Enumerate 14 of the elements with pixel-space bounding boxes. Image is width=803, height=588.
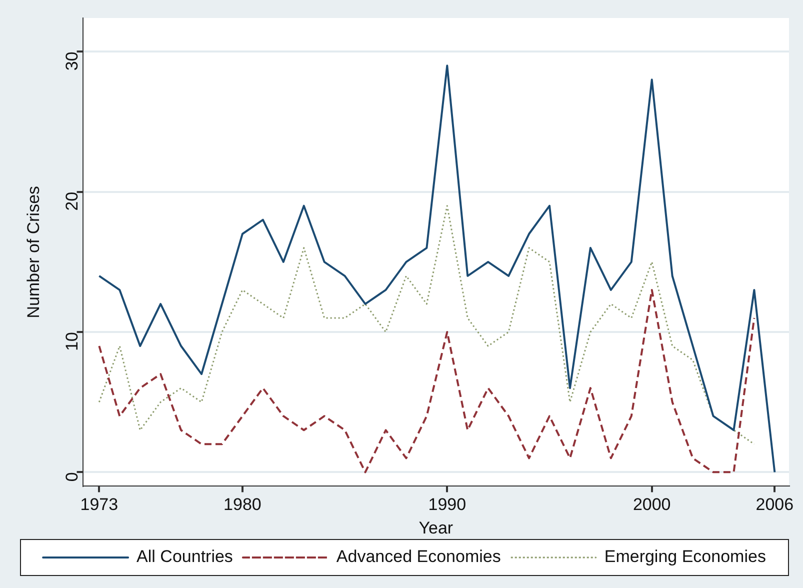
legend-label: Advanced Economies xyxy=(336,547,501,566)
y-tick-label: 30 xyxy=(62,52,82,71)
y-tick-label: 0 xyxy=(62,472,82,482)
x-tick-label: 2006 xyxy=(756,495,794,514)
x-tick-label: 2000 xyxy=(632,495,671,514)
legend-label: Emerging Economies xyxy=(604,547,766,566)
y-tick-label: 10 xyxy=(62,332,82,351)
x-axis-title: Year xyxy=(418,518,454,538)
y-axis-title: Number of Crises xyxy=(24,186,43,318)
x-tick-label: 1980 xyxy=(224,495,262,514)
x-tick-label: 1990 xyxy=(428,495,466,514)
y-tick-label: 20 xyxy=(62,192,82,211)
legend-label: All Countries xyxy=(136,547,233,566)
x-tick-label: 1973 xyxy=(80,495,118,514)
